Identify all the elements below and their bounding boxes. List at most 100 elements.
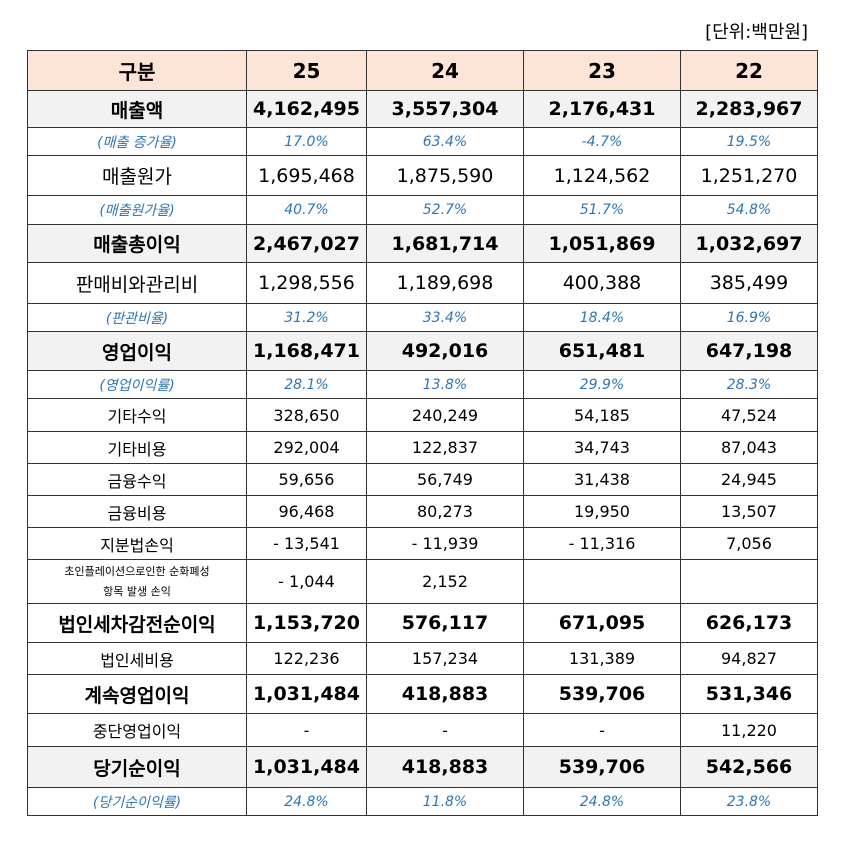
header-cell: 22 xyxy=(680,50,818,91)
value-cell: 539,706 xyxy=(523,746,681,788)
row-label: 금융수익 xyxy=(27,463,247,496)
value-cell: 24.8% xyxy=(246,787,367,816)
table-row: 금융비용 96,468 80,273 19,950 13,507 xyxy=(27,495,818,528)
value-cell: 47,524 xyxy=(680,398,818,432)
table-row: 매출총이익 2,467,027 1,681,714 1,051,869 1,032,69… xyxy=(27,224,818,263)
value-cell xyxy=(523,559,681,604)
value-cell: 29.9% xyxy=(523,370,681,399)
row-label: (매출 증가율) xyxy=(27,127,247,156)
value-cell: 647,198 xyxy=(680,331,818,371)
value-cell: 31,438 xyxy=(523,463,681,496)
value-cell: 63.4% xyxy=(366,127,524,156)
value-cell: 542,566 xyxy=(680,746,818,788)
value-cell: 418,883 xyxy=(366,746,524,788)
value-cell: 240,249 xyxy=(366,398,524,432)
row-label: 당기순이익 xyxy=(27,746,247,788)
row-label: (영업이익률) xyxy=(27,370,247,399)
value-cell: - 1,044 xyxy=(246,559,367,604)
value-cell: 1,681,714 xyxy=(366,224,524,263)
value-cell xyxy=(680,559,818,604)
value-cell: 94,827 xyxy=(680,642,818,675)
income-table: 구분 25 24 23 22 매출액 4,162,495 3,557,304 2,176,431… xyxy=(27,50,818,816)
value-cell: 292,004 xyxy=(246,431,367,464)
value-cell: -4.7% xyxy=(523,127,681,156)
table-row: 당기순이익 1,031,484 418,883 539,706 542,566 xyxy=(27,746,818,788)
value-cell: 2,176,431 xyxy=(523,90,681,128)
value-cell: - xyxy=(366,713,524,747)
table-row: 법인세차감전순이익 1,153,720 576,117 671,095 626,173 xyxy=(27,603,818,643)
value-cell: 2,283,967 xyxy=(680,90,818,128)
value-cell: 31.2% xyxy=(246,303,367,332)
row-label: (매출원가율) xyxy=(27,195,247,225)
value-cell: 24,945 xyxy=(680,463,818,496)
value-cell: 51.7% xyxy=(523,195,681,225)
value-cell: 13.8% xyxy=(366,370,524,399)
value-cell: 17.0% xyxy=(246,127,367,156)
value-cell: 1,251,270 xyxy=(680,155,818,196)
table-row: 지분법손익 - 13,541- 11,939- 11,316 7,056 xyxy=(27,527,818,560)
value-cell: 23.8% xyxy=(680,787,818,816)
value-cell: 54,185 xyxy=(523,398,681,432)
table-row: (영업이익률) 28.1% 13.8% 29.9% 28.3% xyxy=(27,370,818,399)
table-row: 기타수익 328,650 240,249 54,185 47,524 xyxy=(27,398,818,432)
table-row: 판매비와관리비 1,298,556 1,189,698 400,388 385,499 xyxy=(27,262,818,304)
value-cell: 19.5% xyxy=(680,127,818,156)
table-row: 초인플레이션으로인한 순화폐성 항목 발생 손익 - 1,044 2,152 xyxy=(27,559,818,604)
row-label: 법인세차감전순이익 xyxy=(27,603,247,643)
row-label: 판매비와관리비 xyxy=(27,262,247,304)
value-cell: 11.8% xyxy=(366,787,524,816)
table-row: (매출원가율) 40.7% 52.7% 51.7% 54.8% xyxy=(27,195,818,225)
value-cell: 28.1% xyxy=(246,370,367,399)
value-cell: 11,220 xyxy=(680,713,818,747)
row-label-line: 항목 발생 손익 xyxy=(103,584,171,598)
header-row: 구분 25 24 23 22 xyxy=(27,50,818,91)
value-cell: 33.4% xyxy=(366,303,524,332)
table-row: 법인세비용 122,236 157,234 131,389 94,827 xyxy=(27,642,818,675)
row-label: 매출총이익 xyxy=(27,224,247,263)
value-cell: 40.7% xyxy=(246,195,367,225)
value-cell: 52.7% xyxy=(366,195,524,225)
value-cell: 54.8% xyxy=(680,195,818,225)
row-label: 매출액 xyxy=(27,90,247,128)
value-cell: 1,875,590 xyxy=(366,155,524,196)
value-cell: 131,389 xyxy=(523,642,681,675)
row-label: 법인세비용 xyxy=(27,642,247,675)
value-cell: 59,656 xyxy=(246,463,367,496)
value-cell: 19,950 xyxy=(523,495,681,528)
value-cell: 56,749 xyxy=(366,463,524,496)
row-label: 영업이익 xyxy=(27,331,247,371)
row-label: 중단영업이익 xyxy=(27,713,247,747)
header-cell: 23 xyxy=(523,50,681,91)
value-cell: 418,883 xyxy=(366,674,524,714)
value-cell: 531,346 xyxy=(680,674,818,714)
table-row: 중단영업이익 - - -11,220 xyxy=(27,713,818,747)
row-label-line: 초인플레이션으로인한 순화폐성 xyxy=(64,564,210,578)
value-cell: - xyxy=(523,713,681,747)
table-row: 금융수익 59,656 56,749 31,438 24,945 xyxy=(27,463,818,496)
table-row: 매출액 4,162,495 3,557,304 2,176,431 2,283,967 xyxy=(27,90,818,128)
value-cell: 2,152 xyxy=(366,559,524,604)
table-row: (매출 증가율) 17.0% 63.4% -4.7% 19.5% xyxy=(27,127,818,156)
value-cell: 1,189,698 xyxy=(366,262,524,304)
value-cell: - 11,939 xyxy=(366,527,524,560)
value-cell: 1,298,556 xyxy=(246,262,367,304)
table-row: 기타비용 292,004 122,837 34,743 87,043 xyxy=(27,431,818,464)
value-cell: 1,031,484 xyxy=(246,746,367,788)
value-cell: 4,162,495 xyxy=(246,90,367,128)
value-cell: 671,095 xyxy=(523,603,681,643)
value-cell: 16.9% xyxy=(680,303,818,332)
value-cell: 1,031,484 xyxy=(246,674,367,714)
unit-label: [단위:백만원] xyxy=(705,22,808,43)
value-cell: 122,236 xyxy=(246,642,367,675)
table-row: (당기순이익률) 24.8% 11.8% 24.8% 23.8% xyxy=(27,787,818,816)
row-label: 계속영업이익 xyxy=(27,674,247,714)
row-label: 매출원가 xyxy=(27,155,247,196)
header-cell: 24 xyxy=(366,50,524,91)
row-label: (판관비율) xyxy=(27,303,247,332)
row-label: (당기순이익률) xyxy=(27,787,247,816)
row-label: 지분법손익 xyxy=(27,527,247,560)
value-cell: 18.4% xyxy=(523,303,681,332)
value-cell: 1,168,471 xyxy=(246,331,367,371)
